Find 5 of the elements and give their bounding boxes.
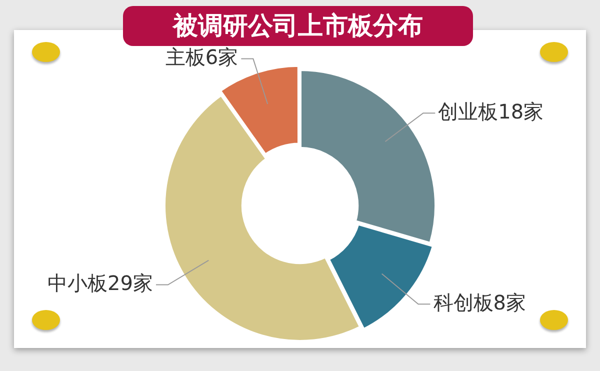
- slice-label: 科创板8家: [433, 290, 526, 314]
- slice-label: 中小板29家: [48, 270, 153, 295]
- chart-title: 被调研公司上市板分布: [123, 6, 473, 46]
- slice-label: 主板6家: [165, 44, 238, 69]
- slice-label: 创业板18家: [438, 99, 544, 124]
